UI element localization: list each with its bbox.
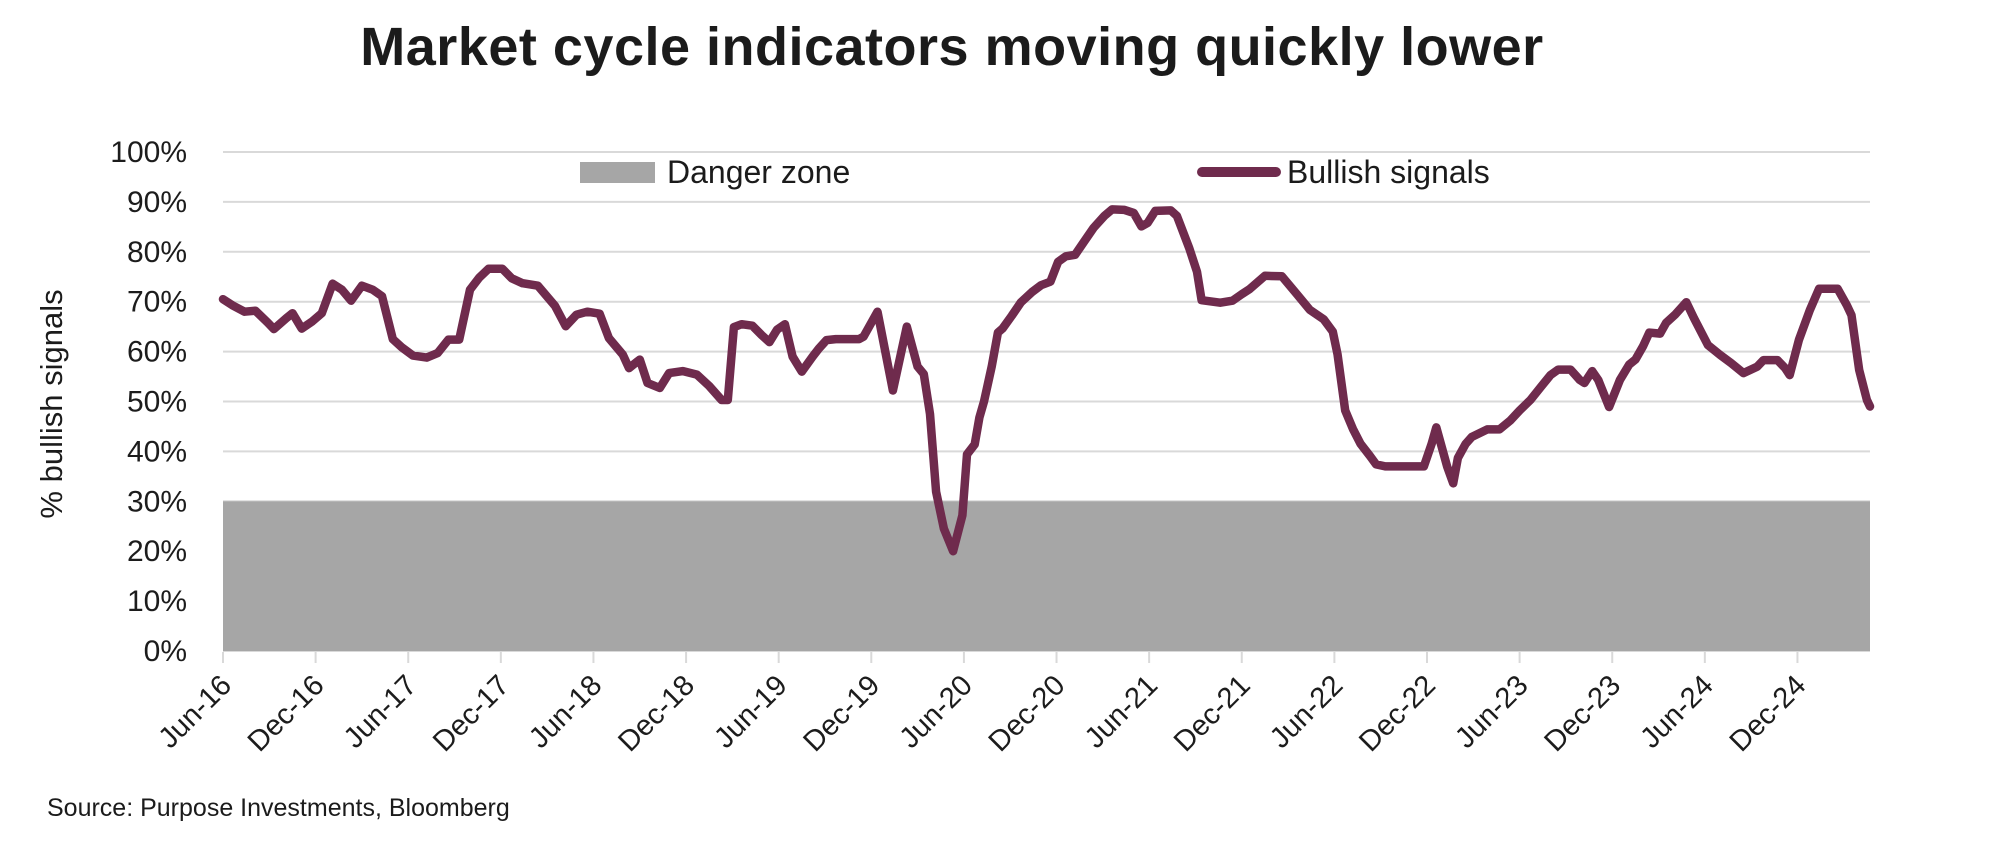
x-tick-label-Jun-22: Jun-22 [1264,669,1349,754]
x-tick-label-Jun-20: Jun-20 [894,669,979,754]
y-tick-label-90: 90% [127,186,187,219]
y-tick-label-0: 0% [144,635,187,668]
x-tick-label-Dec-20: Dec-20 [983,669,1072,758]
x-tick-label-Jun-24: Jun-24 [1634,669,1719,754]
x-tick-label-Jun-16: Jun-16 [153,669,238,754]
legend-label-danger-zone: Danger zone [667,153,851,190]
y-tick-label-40: 40% [127,435,187,468]
x-tick-label-Jun-21: Jun-21 [1079,669,1164,754]
x-tick-label-Jun-17: Jun-17 [338,669,423,754]
chart-title: Market cycle indicators moving quickly l… [360,17,1544,77]
x-tick-label-Jun-19: Jun-19 [708,669,793,754]
x-tick-label-Dec-19: Dec-19 [798,669,887,758]
x-tick-label-Jun-18: Jun-18 [523,669,608,754]
y-tick-label-10: 10% [127,585,187,618]
y-tick-label-20: 20% [127,535,187,568]
y-axis-title: % bullish signals [34,289,69,519]
x-tick-label-Dec-23: Dec-23 [1538,669,1627,758]
danger-zone-band [223,501,1870,651]
legend-item-bullish-signals: Bullish signals [1197,154,1490,190]
x-tick-label-Jun-23: Jun-23 [1449,669,1534,754]
y-tick-label-60: 60% [127,336,187,369]
legend-item-danger-zone: Danger zone [580,154,850,190]
x-tick-label-Dec-17: Dec-17 [427,669,516,758]
bullish-signals-line-swatch-icon [1197,167,1281,177]
y-tick-label-50: 50% [127,386,187,419]
source-note: Source: Purpose Investments, Bloomberg [47,794,510,822]
x-tick-label-Dec-21: Dec-21 [1168,669,1257,758]
y-tick-label-80: 80% [127,236,187,269]
danger-zone-swatch-icon [580,161,655,183]
y-tick-label-100: 100% [110,136,187,169]
x-tick-label-Dec-24: Dec-24 [1724,669,1813,758]
x-tick-label-Dec-18: Dec-18 [612,669,701,758]
x-tick-label-Dec-16: Dec-16 [242,669,331,758]
y-tick-label-70: 70% [127,286,187,319]
y-tick-label-30: 30% [127,485,187,518]
x-tick-label-Dec-22: Dec-22 [1353,669,1442,758]
series-line-bullish-signals [218,205,1875,556]
legend-label-bullish-signals: Bullish signals [1287,153,1490,190]
